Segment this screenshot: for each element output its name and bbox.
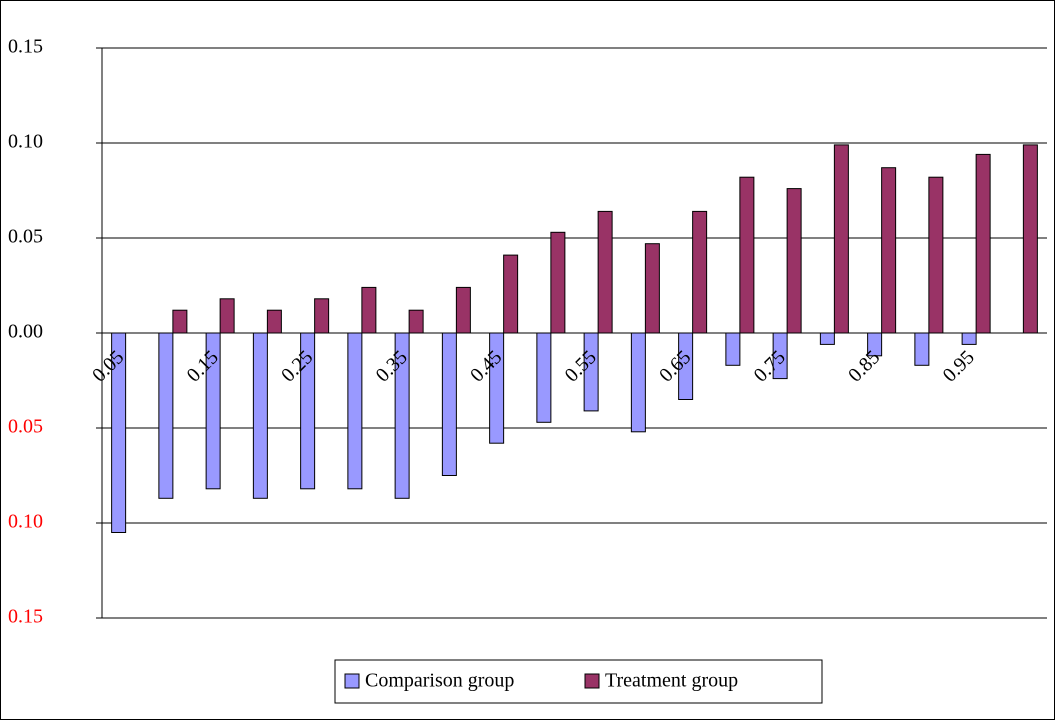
bar	[692, 210, 708, 334]
bar	[205, 332, 221, 490]
bar	[172, 309, 188, 334]
bar	[455, 286, 471, 334]
bar	[266, 309, 282, 334]
bar	[536, 332, 552, 423]
bar	[158, 332, 174, 499]
legend-box	[334, 659, 823, 704]
bar	[314, 298, 330, 334]
bar	[347, 332, 363, 490]
bar	[252, 332, 268, 499]
bar	[300, 332, 316, 490]
bar	[644, 243, 660, 334]
y-tick-label: 0.15	[8, 36, 43, 58]
bar	[408, 309, 424, 334]
bar	[441, 332, 457, 476]
bar	[394, 332, 410, 499]
bar	[550, 231, 566, 334]
y-tick-label: 0.10	[8, 131, 43, 153]
y-tick-label: 0.00	[8, 321, 43, 343]
bar	[928, 176, 944, 334]
y-tick-label: 0.05	[8, 416, 43, 438]
bar	[111, 332, 127, 533]
bar	[597, 210, 613, 334]
y-tick-label: 0.10	[8, 511, 43, 533]
legend-swatch	[344, 673, 360, 689]
y-tick-label: 0.05	[8, 226, 43, 248]
bar	[914, 332, 930, 366]
bar	[772, 332, 788, 380]
legend-label: Treatment group	[605, 670, 738, 692]
bar	[833, 144, 849, 334]
bar	[219, 298, 235, 334]
legend-label: Comparison group	[365, 670, 514, 692]
bar	[739, 176, 755, 334]
bar	[819, 332, 835, 345]
bar	[961, 332, 977, 345]
bar	[725, 332, 741, 366]
y-tick-label: 0.15	[8, 606, 43, 628]
bar	[678, 332, 694, 400]
bar	[630, 332, 646, 433]
bar	[975, 153, 991, 334]
legend-swatch	[584, 673, 600, 689]
bar	[1022, 144, 1038, 334]
bar	[583, 332, 599, 412]
bar	[867, 332, 883, 357]
bar	[786, 188, 802, 334]
bar	[881, 167, 897, 334]
bar	[361, 286, 377, 334]
bar	[489, 332, 505, 444]
bar	[503, 254, 519, 334]
